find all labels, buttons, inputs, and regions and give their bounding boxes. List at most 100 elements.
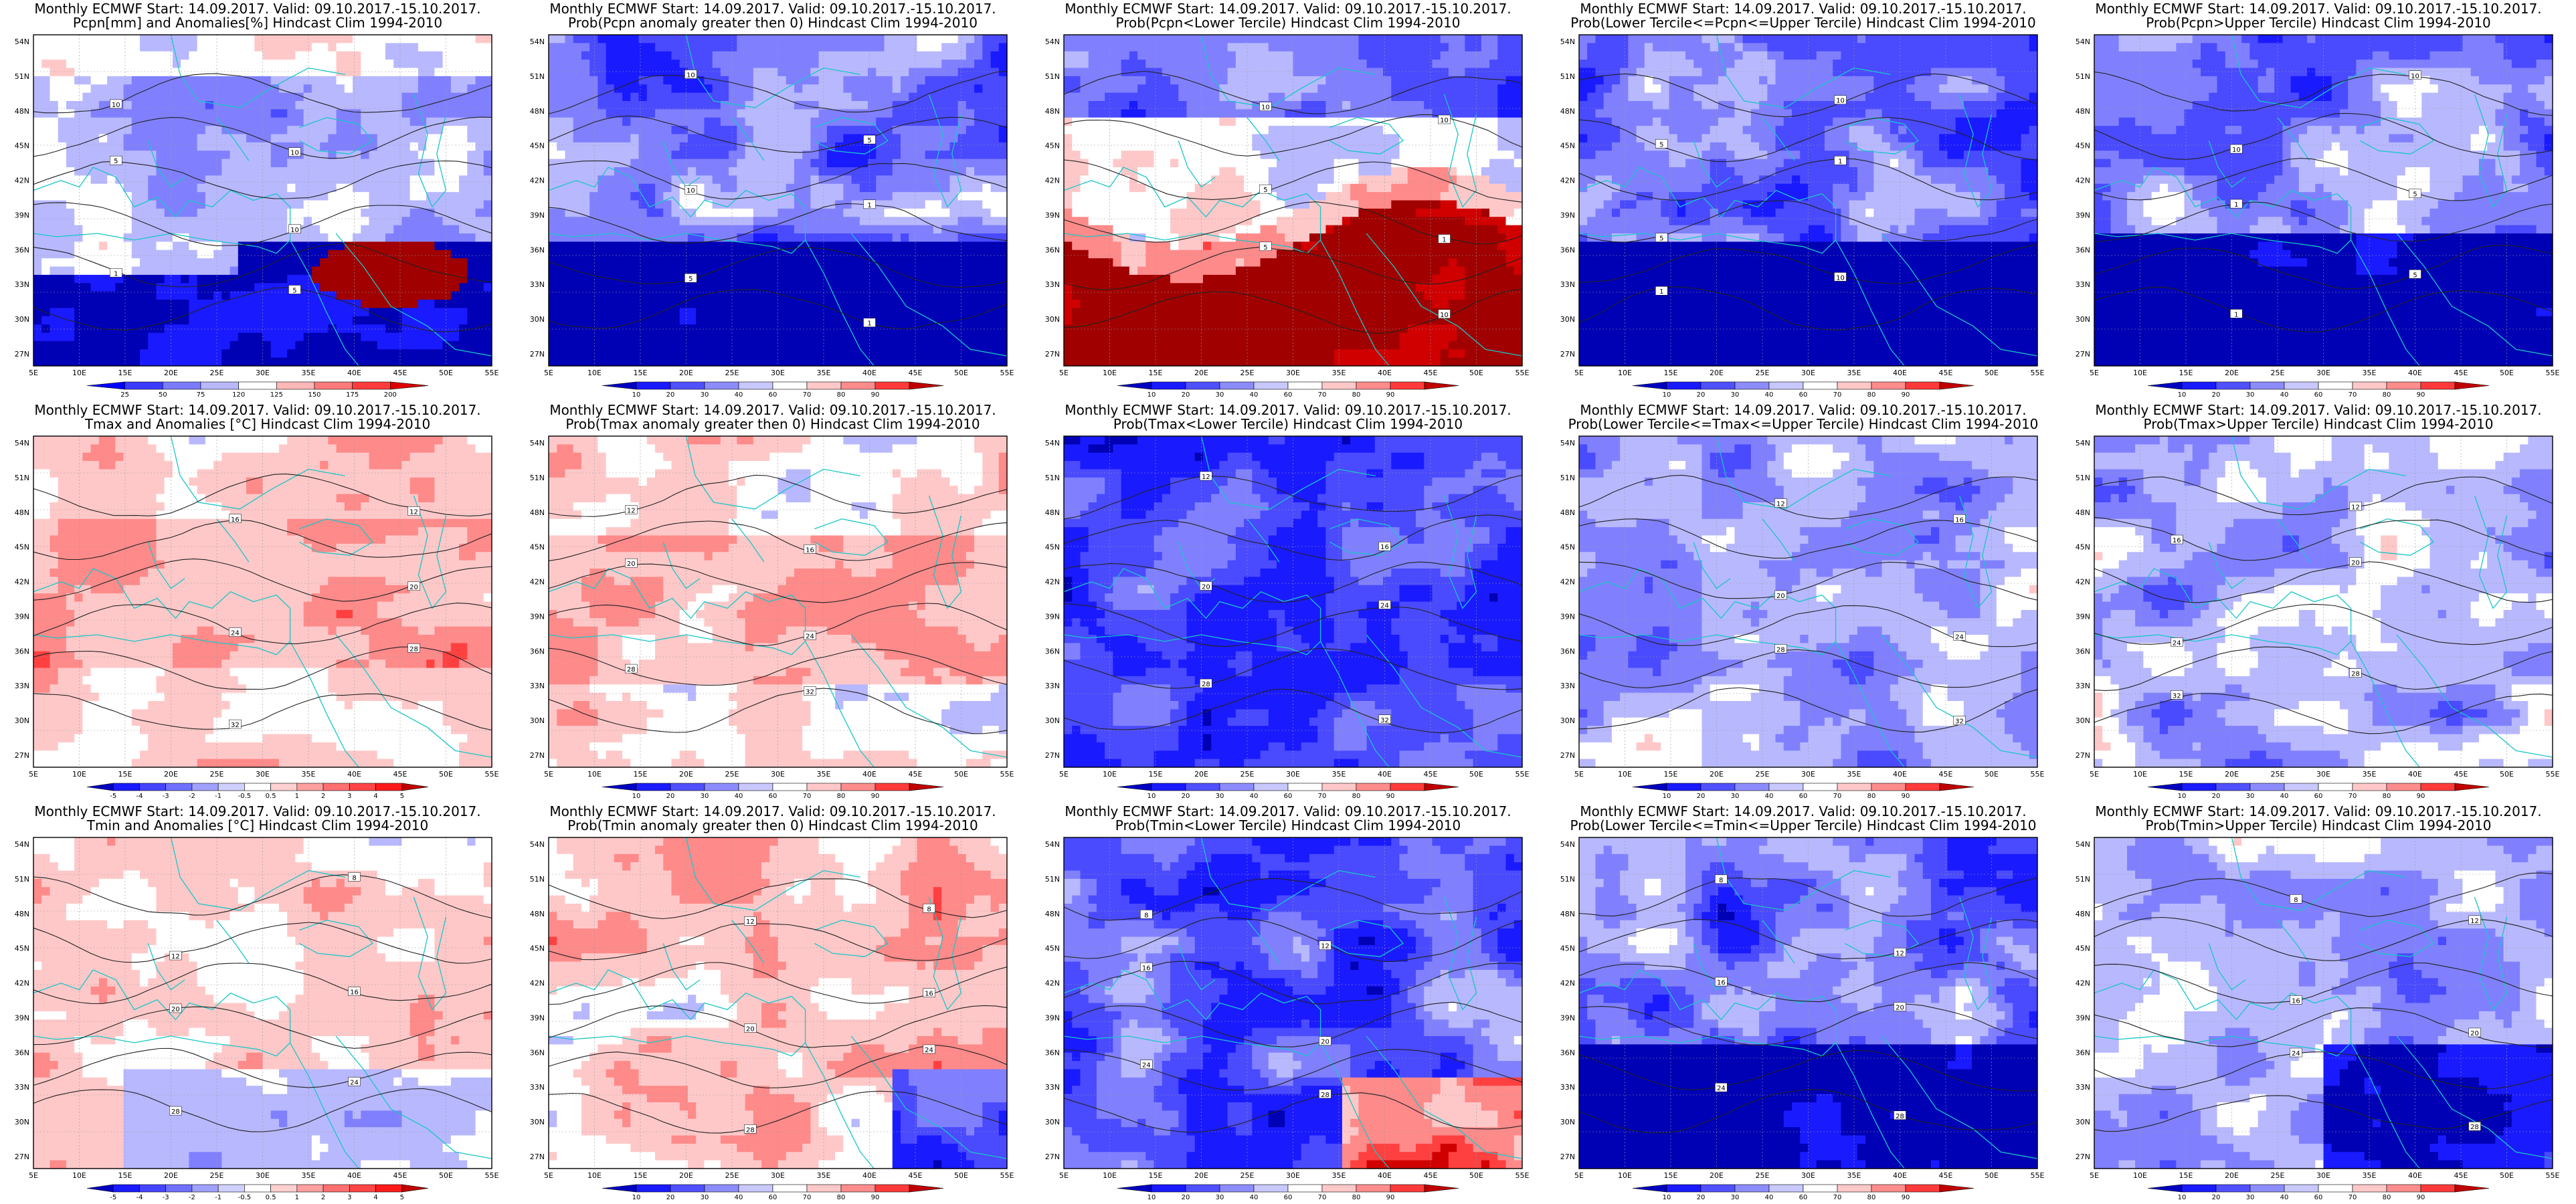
longitude-tick-label: 40E: [862, 369, 877, 377]
contour-label: 12: [746, 918, 755, 926]
latitude-tick-label: 48N: [530, 107, 545, 116]
contour-label: 8: [352, 874, 356, 882]
map-canvas: 8121620242854N51N48N45N42N39N36N33N30N27…: [2076, 837, 2560, 1201]
contour-label: 20: [1776, 593, 1785, 600]
longitude-tick-label: 50E: [1469, 369, 1483, 377]
contour-label: 20: [409, 584, 418, 591]
colorbar-tick-label: 5: [400, 793, 404, 800]
contour-label: 1: [867, 320, 871, 328]
latitude-tick-label: 45N: [530, 944, 545, 953]
longitude-tick-label: 50E: [1985, 770, 1999, 779]
longitude-tick-label: 5E: [544, 369, 553, 377]
longitude-tick-label: 10E: [2133, 1171, 2147, 1180]
panel-header: Monthly ECMWF Start: 14.09.2017. Valid: …: [515, 1, 1030, 16]
colorbar-segment: [1700, 783, 1736, 791]
graticule: [1579, 436, 2037, 767]
colorbar-tick-label: -3: [163, 793, 169, 800]
contour-label: 12: [2351, 504, 2360, 511]
colorbar-segment: [1666, 381, 1701, 390]
colorbar-segment: [670, 1184, 705, 1193]
latitude-tick-label: 30N: [1045, 315, 1060, 324]
longitude-tick-label: 35E: [302, 1171, 316, 1180]
colorbar-segment: [2352, 381, 2387, 390]
latitude-tick-label: 33N: [15, 280, 29, 289]
longitude-tick-label: 45E: [909, 1171, 923, 1180]
contour-label: 28: [1202, 681, 1210, 688]
longitude-tick-label: 25E: [2271, 770, 2285, 779]
contour-label: 20: [171, 1006, 180, 1013]
longitude-tick-label: 30E: [256, 770, 270, 779]
contour-label: 5: [1263, 187, 1267, 194]
contour-label: 10: [1261, 104, 1270, 112]
colorbar-segment: [1321, 783, 1357, 791]
colorbar-tick-label: 40: [1765, 391, 1774, 399]
map-frame: [1063, 435, 1523, 768]
latitude-tick-label: 45N: [2076, 944, 2090, 953]
colorbar-segment: [1219, 783, 1255, 791]
field-shading: [1579, 436, 2038, 768]
contour-label: 12: [627, 508, 636, 515]
longitude-tick-label: 55E: [1000, 369, 1014, 377]
longitude-tick-label: 25E: [1240, 770, 1255, 779]
colorbar-segment: [1768, 381, 1804, 390]
longitude-tick-label: 15E: [634, 770, 648, 779]
map-panel: Monthly ECMWF Start: 14.09.2017. Valid: …: [0, 0, 515, 401]
colorbar-segment: [1185, 1184, 1220, 1193]
contours: 10 10 5 1 5 1: [2094, 70, 2553, 332]
longitude-tick-label: 20E: [2225, 369, 2239, 377]
latitude-tick-label: 48N: [2076, 107, 2090, 116]
longitude-tick-label: 55E: [485, 1171, 499, 1180]
contour-label: 10: [686, 72, 695, 79]
colorbar: 10 20 30 40 60 70 80 90: [602, 381, 944, 399]
longitude-tick-label: 45E: [909, 369, 923, 377]
latitude-tick-label: 36N: [1045, 647, 1060, 656]
colorbar-tick-label: 20: [2212, 391, 2221, 399]
colorbar-segment: [244, 783, 271, 791]
colorbar-segment: [2215, 783, 2251, 791]
map-canvas: 8121620242854N51N48N45N42N39N36N33N30N27…: [15, 837, 499, 1201]
colorbar-tick-label: 30: [2246, 1194, 2255, 1201]
longitude-tick-label: 5E: [1059, 1171, 1069, 1180]
panel-header: Monthly ECMWF Start: 14.09.2017. Valid: …: [1546, 1, 2061, 16]
latitude-tick-label: 54N: [1560, 37, 1575, 46]
panel-header: Monthly ECMWF Start: 14.09.2017. Valid: …: [2061, 1, 2576, 16]
longitude-tick-label: 15E: [1149, 770, 1163, 779]
colorbar-segment: [112, 783, 140, 791]
colorbar-segment: [1700, 381, 1736, 390]
colorbar: 10 20 30 40 60 70 80 90: [2147, 783, 2490, 800]
latitude-tick-label: 33N: [2076, 1083, 2090, 1092]
panel-subtitle: Tmin and Anomalies [°C] Hindcast Clim 19…: [0, 818, 515, 833]
field-shading: [2094, 436, 2553, 768]
contour-label: 12: [409, 508, 418, 516]
longitude-tick-label: 25E: [725, 369, 739, 377]
latitude-tick-label: 36N: [1045, 245, 1060, 254]
graticule: [549, 35, 1007, 366]
coastlines: [2094, 34, 2553, 367]
longitude-tick-label: 30E: [771, 1171, 785, 1180]
colorbar-tick-label: 40: [1250, 1194, 1259, 1201]
graticule: [1579, 35, 2037, 366]
colorbar-tick-label: 90: [2417, 793, 2425, 800]
colorbar-segment: [1734, 783, 1770, 791]
longitude-tick-label: 15E: [2179, 369, 2193, 377]
contour-label: 8: [2294, 896, 2298, 904]
map-canvas: 8121620242854N51N48N45N42N39N36N33N30N27…: [1045, 837, 1530, 1201]
latitude-tick-label: 42N: [2076, 578, 2090, 587]
colorbar-segment: [139, 1184, 166, 1193]
coastlines: [548, 34, 1008, 367]
colorbar-tick-label: 30: [1731, 391, 1740, 399]
colorbar-segment: [2147, 783, 2183, 791]
contour-label: 32: [806, 688, 814, 696]
longitude-tick-label: 5E: [29, 770, 38, 779]
colorbar-tick-label: 30: [1731, 793, 1740, 800]
colorbar-tick-label: 20: [1182, 1194, 1190, 1201]
colorbar-tick-label: 30: [1731, 1194, 1740, 1201]
colorbar-segment: [1356, 1184, 1391, 1193]
contours: 12 16 20 24 28 32: [33, 474, 492, 731]
coastlines: [33, 34, 492, 367]
colorbar-segment: [636, 783, 671, 791]
map-canvas: 12 16 20 24 28 32 54N 51N 48N 45N 42N 39N 36N 33N 30N 2…: [2076, 435, 2560, 800]
map-panel: Monthly ECMWF Start: 14.09.2017. Valid: …: [515, 401, 1030, 803]
longitude-tick-label: 55E: [2031, 369, 2045, 377]
colorbar-tick-label: 80: [1867, 1194, 1876, 1201]
